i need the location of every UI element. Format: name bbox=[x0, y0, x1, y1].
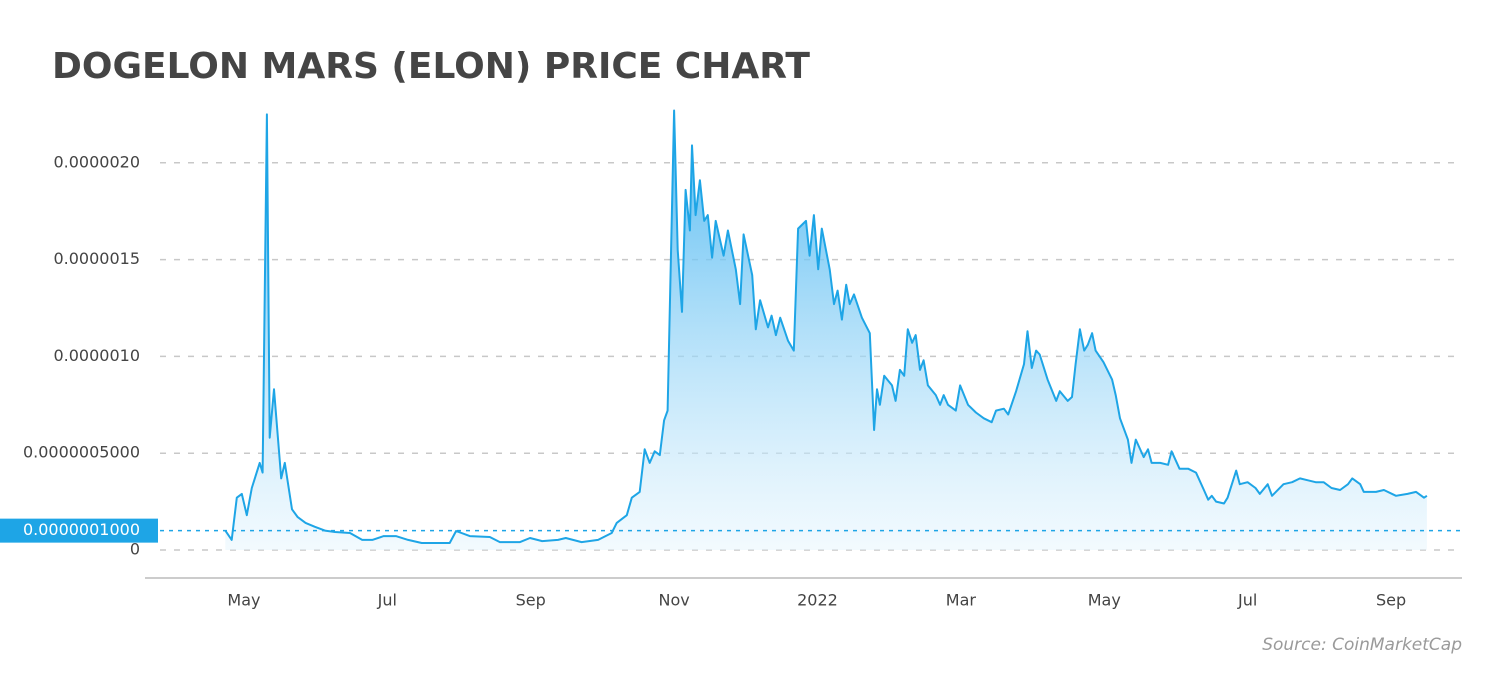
x-tick-label: Mar bbox=[946, 591, 977, 610]
y-tick-label: 0.0000010 bbox=[53, 346, 140, 365]
x-tick-label: Nov bbox=[658, 591, 689, 610]
x-tick-label: Jul bbox=[1237, 591, 1257, 610]
y-tick-label: 0.0000005000 bbox=[23, 443, 140, 462]
chart-title: DOGELON MARS (ELON) PRICE CHART bbox=[52, 46, 810, 87]
y-tick-label: 0 bbox=[130, 540, 140, 559]
reference-label: 0.0000001000 bbox=[23, 520, 140, 539]
x-tick-label: 2022 bbox=[797, 591, 838, 610]
x-tick-label: May bbox=[1088, 591, 1121, 610]
reference-label-box bbox=[0, 518, 158, 543]
area bbox=[225, 110, 1427, 550]
x-tick-label: Jul bbox=[377, 591, 397, 610]
y-tick-label: 0.0000015 bbox=[53, 249, 140, 268]
x-tick-label: Sep bbox=[1376, 591, 1406, 610]
line bbox=[224, 109, 1428, 544]
source: Source: CoinMarketCap bbox=[1262, 635, 1462, 655]
y-tick-label: 0.0000020 bbox=[53, 152, 140, 171]
x-tick-label: May bbox=[227, 591, 260, 610]
x-tick-label: Sep bbox=[516, 591, 546, 610]
